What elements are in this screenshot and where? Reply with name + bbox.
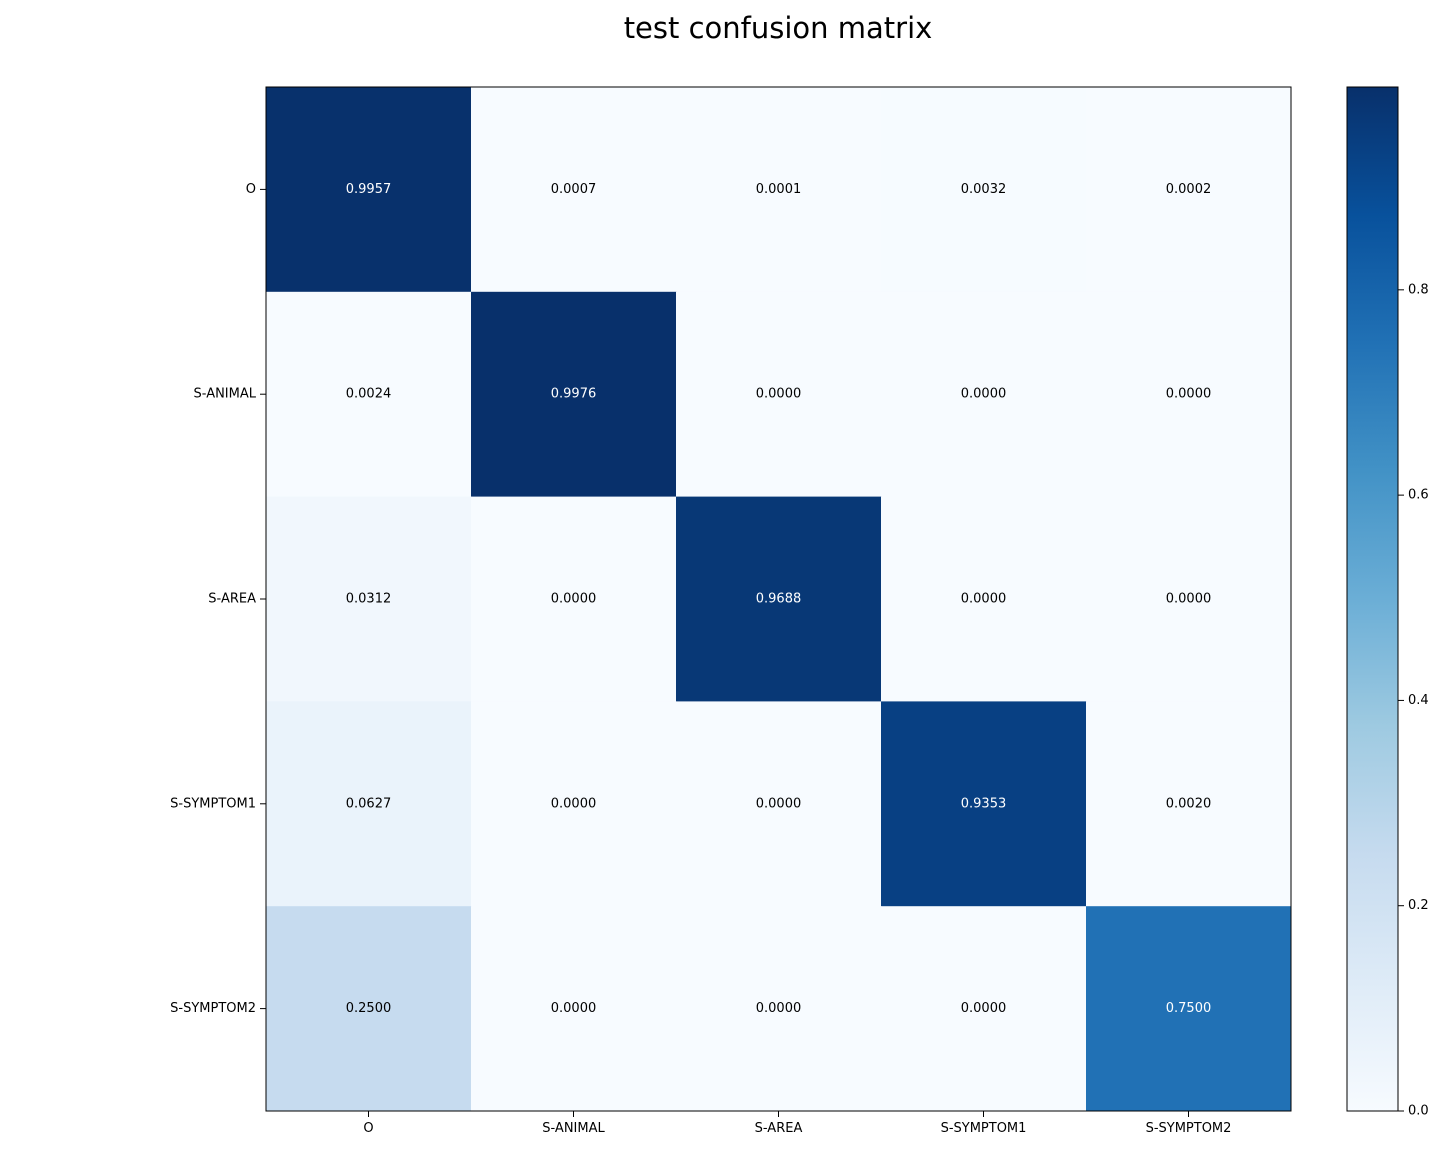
colorbar-tick-label: 0.4 (1408, 693, 1429, 708)
heatmap-cell (1086, 701, 1292, 907)
cell-value-label: 0.2500 (346, 1001, 392, 1016)
chart-title: test confusion matrix (624, 11, 933, 45)
colorbar-tick-label: 0.2 (1408, 898, 1429, 913)
cell-value-label: 0.0024 (346, 387, 392, 402)
cell-value-label: 0.0000 (756, 387, 802, 402)
cell-value-label: 0.0000 (756, 796, 802, 811)
cell-value-label: 0.9957 (346, 182, 392, 197)
heatmap-cell (676, 701, 882, 907)
colorbar-tick-label: 0.0 (1408, 1104, 1429, 1119)
cell-value-label: 0.0000 (1166, 387, 1212, 402)
colorbar-tick-label: 0.6 (1408, 488, 1429, 503)
y-tick-label: S-SYMPTOM2 (170, 1001, 256, 1016)
y-axis: O S-ANIMAL S-AREA S-SYMPTOM1 S-SYMPTOM2 (170, 182, 266, 1016)
heatmap-cell (881, 291, 1087, 498)
cell-value-label: 0.0020 (1166, 796, 1212, 811)
heatmap-cell (266, 291, 472, 498)
heatmap-cell (881, 496, 1087, 702)
x-tick-label: S-ANIMAL (542, 1121, 605, 1136)
heatmap-cell (881, 87, 1087, 293)
x-tick-label: S-AREA (755, 1121, 803, 1136)
cell-value-label: 0.0000 (551, 592, 597, 607)
colorbar (1346, 86, 1399, 1112)
cell-value-label: 0.0312 (346, 592, 392, 607)
cell-value-label: 0.0002 (1166, 182, 1212, 197)
y-tick-label: S-AREA (208, 592, 256, 607)
x-tick-label: O (363, 1121, 373, 1136)
cell-value-label: 0.0000 (551, 796, 597, 811)
heatmap-cells (266, 87, 1292, 1112)
heatmap-cell (1086, 906, 1292, 1112)
cell-value-label: 0.9688 (756, 592, 802, 607)
y-tick-label: S-ANIMAL (194, 387, 257, 402)
colorbar-ticks: 0.0 0.2 0.4 0.6 0.8 (1398, 282, 1429, 1119)
heatmap-cell (266, 906, 472, 1112)
x-axis: O S-ANIMAL S-AREA S-SYMPTOM1 S-SYMPTOM2 (363, 1111, 1231, 1136)
heatmap-cell (676, 906, 882, 1112)
x-tick-label: S-SYMPTOM1 (941, 1121, 1027, 1136)
heatmap-cell (881, 701, 1087, 907)
cell-value-label: 0.9353 (961, 796, 1007, 811)
cell-value-label: 0.0000 (756, 1001, 802, 1016)
heatmap-cell (471, 496, 677, 702)
heatmap-cell (676, 87, 882, 293)
heatmap-cell-labels: 0.9957 0.0007 0.0001 0.0032 0.0002 0.0024 0.99… (346, 182, 1212, 1016)
heatmap-cell (676, 291, 882, 498)
cell-value-label: 0.7500 (1166, 1001, 1212, 1016)
heatmap-cell (266, 87, 472, 293)
heatmap-cell (676, 496, 882, 702)
cell-value-label: 0.0007 (551, 182, 597, 197)
cell-value-label: 0.9976 (551, 387, 597, 402)
heatmap-cell (471, 906, 677, 1112)
heatmap-cell (471, 87, 677, 293)
heatmap-cell (1086, 496, 1292, 702)
cell-value-label: 0.0000 (551, 1001, 597, 1016)
heatmap-cell (266, 701, 472, 907)
cell-value-label: 0.0000 (961, 592, 1007, 607)
cell-value-label: 0.0032 (961, 182, 1007, 197)
heatmap-cell (1086, 291, 1292, 498)
heatmap-cell (471, 701, 677, 907)
heatmap-cell (266, 496, 472, 702)
cell-value-label: 0.0001 (756, 182, 802, 197)
y-tick-label: S-SYMPTOM1 (170, 796, 256, 811)
heatmap-cell (1086, 87, 1292, 293)
cell-value-label: 0.0000 (961, 1001, 1007, 1016)
cell-value-label: 0.0000 (1166, 592, 1212, 607)
colorbar-tick-label: 0.8 (1408, 282, 1429, 297)
cell-value-label: 0.0000 (961, 387, 1007, 402)
heatmap-cell (471, 291, 677, 498)
y-tick-label: O (246, 182, 256, 197)
heatmap-cell (881, 906, 1087, 1112)
cell-value-label: 0.0627 (346, 796, 392, 811)
x-tick-label: S-SYMPTOM2 (1146, 1121, 1232, 1136)
